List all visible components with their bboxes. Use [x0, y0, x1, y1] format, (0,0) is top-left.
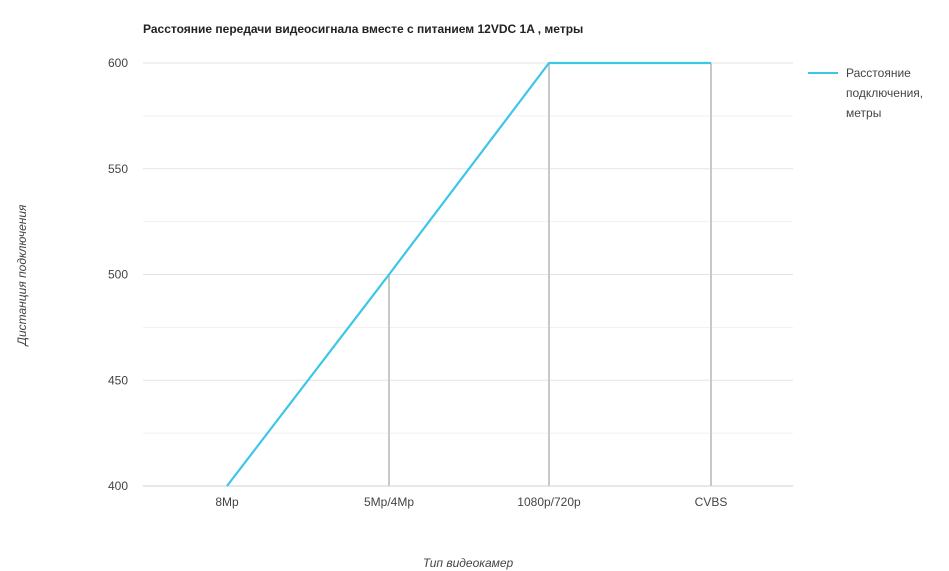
legend-swatch — [808, 72, 838, 74]
y-tick-label: 600 — [108, 56, 128, 70]
legend-label: Расстояние подключения, метры — [846, 66, 924, 120]
series-layer — [226, 61, 711, 487]
x-tick-labels: 8Mp 5Mp/4Mp 1080p/720p CVBS — [215, 495, 727, 509]
y-tick-label: 450 — [108, 373, 128, 387]
y-tick-label: 550 — [108, 162, 128, 176]
y-tick-label: 400 — [108, 479, 128, 493]
x-tick-label: CVBS — [695, 495, 728, 509]
drop-lines — [388, 63, 712, 486]
x-tick-label: 5Mp/4Mp — [364, 495, 414, 509]
chart-title: Расстояние передачи видеосигнала вместе … — [143, 22, 584, 36]
x-tick-label: 8Mp — [215, 495, 239, 509]
y-tick-label: 500 — [108, 268, 128, 282]
grid-layer — [143, 62, 793, 487]
x-tick-label: 1080p/720p — [517, 495, 581, 509]
y-axis-label: Дистанция подключения — [15, 204, 29, 346]
series-line — [226, 61, 711, 487]
x-axis-label: Тип видеокамер — [422, 556, 514, 570]
y-tick-labels: 400 450 500 550 600 — [108, 56, 128, 493]
